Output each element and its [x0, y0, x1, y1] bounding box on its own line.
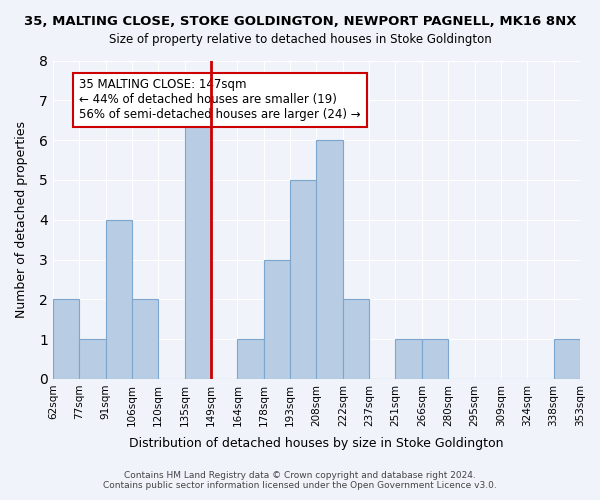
- Bar: [290, 180, 316, 379]
- Bar: [316, 140, 343, 379]
- Text: Size of property relative to detached houses in Stoke Goldington: Size of property relative to detached ho…: [109, 32, 491, 46]
- Bar: [132, 300, 158, 379]
- Bar: [238, 339, 264, 379]
- X-axis label: Distribution of detached houses by size in Stoke Goldington: Distribution of detached houses by size …: [129, 437, 503, 450]
- Bar: [264, 260, 290, 379]
- Bar: [53, 300, 79, 379]
- Text: 35 MALTING CLOSE: 147sqm
← 44% of detached houses are smaller (19)
56% of semi-d: 35 MALTING CLOSE: 147sqm ← 44% of detach…: [79, 78, 361, 122]
- Bar: [79, 339, 106, 379]
- Bar: [185, 100, 211, 379]
- Bar: [554, 339, 580, 379]
- Text: Contains HM Land Registry data © Crown copyright and database right 2024.
Contai: Contains HM Land Registry data © Crown c…: [103, 470, 497, 490]
- Bar: [395, 339, 422, 379]
- Bar: [106, 220, 132, 379]
- Bar: [422, 339, 448, 379]
- Y-axis label: Number of detached properties: Number of detached properties: [15, 121, 28, 318]
- Text: 35, MALTING CLOSE, STOKE GOLDINGTON, NEWPORT PAGNELL, MK16 8NX: 35, MALTING CLOSE, STOKE GOLDINGTON, NEW…: [24, 15, 576, 28]
- Bar: [343, 300, 369, 379]
